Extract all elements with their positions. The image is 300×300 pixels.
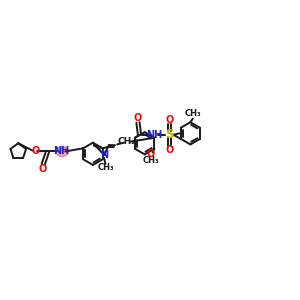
Text: O: O <box>165 145 173 155</box>
Text: O: O <box>147 149 155 159</box>
Text: CH₂: CH₂ <box>117 137 136 146</box>
Text: O: O <box>165 115 173 125</box>
Ellipse shape <box>56 146 68 157</box>
Text: CH₃: CH₃ <box>142 156 159 165</box>
Text: NH: NH <box>146 130 162 140</box>
Text: N: N <box>100 150 108 160</box>
Text: NH: NH <box>53 146 69 157</box>
Text: CH₃: CH₃ <box>185 110 202 118</box>
Text: S: S <box>165 128 174 141</box>
Text: O: O <box>31 146 39 157</box>
Text: O: O <box>38 164 47 174</box>
Text: O: O <box>134 113 142 123</box>
Text: CH₃: CH₃ <box>97 163 114 172</box>
